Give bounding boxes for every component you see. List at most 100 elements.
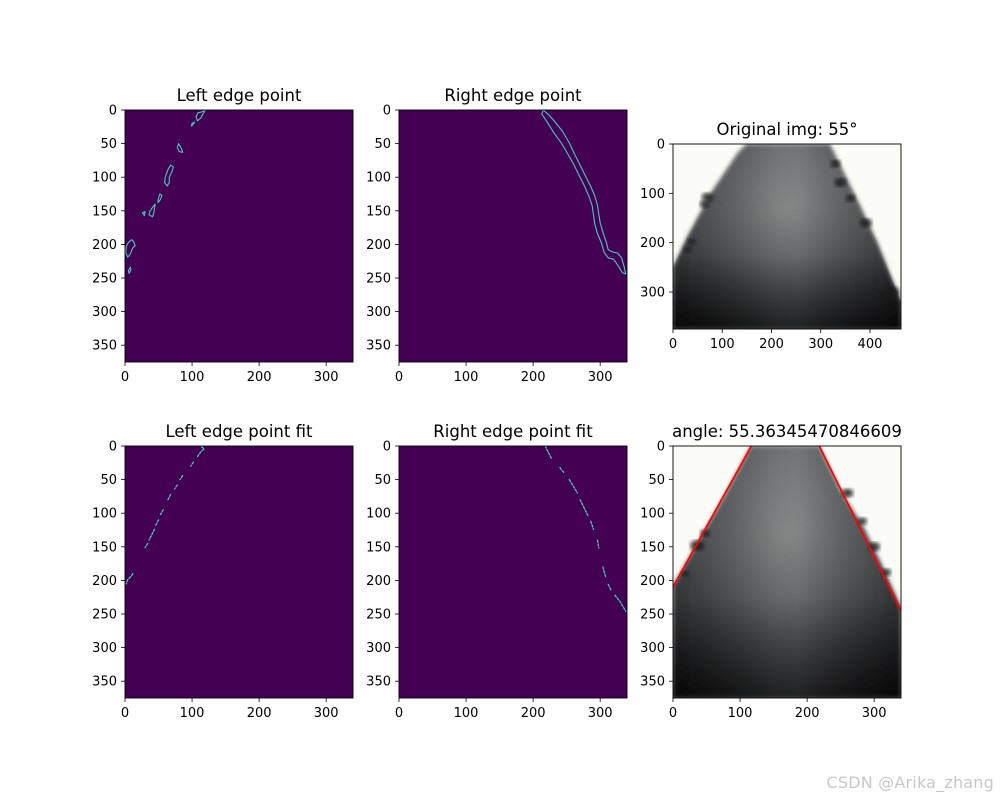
panel-title: Right edge point (444, 86, 582, 105)
edge-contour (541, 110, 627, 275)
panel-left-edge-point-fit: 0 100 200 300 0 50 100 150 200 250 300 350 Left edge… (92, 422, 354, 721)
axes-frame (398, 109, 628, 363)
y-tick-label: 350 (366, 675, 391, 690)
y-tick-label: 350 (640, 675, 665, 690)
y-tick-label: 300 (640, 286, 665, 301)
panel-title: Left edge point fit (166, 422, 313, 441)
y-tick-label: 150 (366, 204, 391, 219)
edge-contour (579, 499, 589, 517)
edge-map-background (125, 446, 353, 698)
x-tick-label: 300 (862, 706, 887, 721)
tool-photo (673, 446, 901, 698)
x-tick-label: 100 (180, 370, 205, 385)
edge-contour (544, 446, 553, 461)
y-tick-label: 0 (657, 138, 665, 153)
edge-contour (179, 474, 184, 481)
edge-contour (190, 461, 195, 467)
x-tick-label: 100 (454, 370, 479, 385)
edge-contour (196, 446, 205, 458)
x-tick-label: 200 (247, 706, 272, 721)
edge-contour (144, 542, 149, 549)
panel-angle-result: 0 100 200 300 0 50 100 150 200 250 300 350 angle: 55… (640, 422, 902, 721)
panel-title: Right edge point fit (433, 422, 593, 441)
x-tick-label: 300 (588, 370, 613, 385)
x-tick-label: 400 (858, 337, 883, 352)
edge-contour (590, 520, 595, 530)
y-tick-label: 50 (100, 473, 117, 488)
y-tick-label: 300 (92, 641, 117, 656)
x-tick-label: 0 (395, 706, 403, 721)
y-tick-label: 300 (640, 641, 665, 656)
x-tick-label: 0 (121, 706, 129, 721)
y-tick-label: 200 (640, 574, 665, 589)
axes-frame (398, 445, 628, 699)
y-tick-label: 50 (374, 137, 391, 152)
edge-contour (596, 539, 600, 549)
y-tick-label: 100 (92, 507, 117, 522)
y-tick-label: 150 (640, 540, 665, 555)
y-tick-label: 300 (366, 305, 391, 320)
panel-left-edge-point: 0 100 200 300 0 50 100 150 200 250 300 350 Left edge… (92, 86, 354, 385)
y-tick-label: 100 (640, 507, 665, 522)
y-tick-label: 200 (92, 574, 117, 589)
y-tick-label: 200 (366, 574, 391, 589)
watermark: CSDN @Arika_zhang (826, 773, 994, 792)
y-tick-label: 0 (109, 440, 117, 455)
x-tick-label: 200 (759, 337, 784, 352)
y-tick-label: 250 (640, 608, 665, 623)
edge-contour (159, 509, 164, 516)
y-tick-label: 50 (100, 137, 117, 152)
fit-line (673, 446, 753, 588)
y-tick-label: 0 (383, 104, 391, 119)
edge-contour (195, 110, 207, 122)
x-tick-label: 200 (795, 706, 820, 721)
y-tick-label: 250 (366, 608, 391, 623)
y-tick-label: 100 (366, 507, 391, 522)
y-tick-label: 300 (366, 641, 391, 656)
fit-line (818, 446, 901, 612)
x-tick-label: 100 (710, 337, 735, 352)
edge-map-background (399, 446, 627, 698)
x-tick-label: 0 (669, 706, 677, 721)
y-tick-label: 200 (92, 238, 117, 253)
x-tick-label: 0 (121, 370, 129, 385)
edge-contour (167, 493, 172, 501)
edge-map-background (125, 110, 353, 362)
panel-title: angle: 55.36345470846609 (672, 422, 902, 441)
y-tick-label: 150 (92, 540, 117, 555)
edge-contour (190, 121, 196, 127)
y-tick-label: 0 (109, 104, 117, 119)
tool-photo (673, 144, 901, 329)
edge-contour (602, 566, 607, 578)
y-tick-label: 0 (657, 440, 665, 455)
edge-contour (125, 573, 134, 585)
axes-frame (672, 143, 902, 330)
panel-original-img: 0 100 200 300 400 0 100 200 300 Original img: 55° (640, 120, 902, 352)
y-tick-label: 50 (648, 473, 665, 488)
panel-right-edge-point-fit: 0 100 200 300 0 50 100 150 200 250 300 350 Right edg… (366, 422, 628, 721)
y-tick-label: 300 (92, 305, 117, 320)
x-tick-label: 0 (669, 337, 677, 352)
y-tick-label: 350 (92, 339, 117, 354)
x-tick-label: 300 (808, 337, 833, 352)
y-tick-label: 150 (366, 540, 391, 555)
x-tick-label: 300 (314, 706, 339, 721)
edge-contour (125, 239, 136, 258)
edge-contour (141, 210, 146, 217)
y-tick-label: 200 (366, 238, 391, 253)
edge-map-background (399, 110, 627, 362)
y-tick-label: 0 (383, 440, 391, 455)
edge-contour (176, 143, 184, 153)
y-tick-label: 250 (366, 272, 391, 287)
y-tick-label: 250 (92, 608, 117, 623)
edge-contour (157, 193, 163, 204)
edge-contour (173, 484, 178, 490)
axes-frame (124, 445, 354, 699)
y-tick-label: 350 (92, 675, 117, 690)
x-tick-label: 300 (314, 370, 339, 385)
panel-right-edge-point: 0 100 200 300 0 50 100 150 200 250 300 350 Right edg… (366, 86, 628, 385)
edge-contour (148, 203, 156, 218)
axes-frame (672, 445, 902, 699)
y-tick-label: 50 (374, 473, 391, 488)
x-tick-label: 200 (247, 370, 272, 385)
